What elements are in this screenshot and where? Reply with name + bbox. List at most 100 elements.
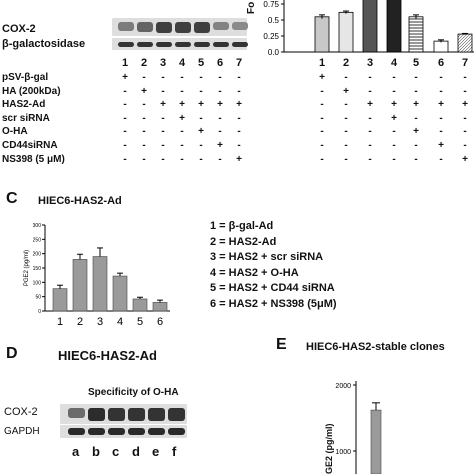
condition-mark: - [320, 112, 324, 124]
gapdh-band [88, 428, 105, 435]
legend-entry: 5 = HAS2 + CD44 siRNA [210, 282, 335, 294]
condition-mark: + [179, 112, 185, 124]
condition-mark: - [180, 72, 184, 83]
bar [314, 16, 330, 53]
lane-number: 4 [178, 57, 186, 69]
condition-mark: + [198, 126, 204, 138]
lane-number: 1 [121, 57, 129, 69]
condition-mark: - [368, 153, 372, 165]
condition-mark: + [198, 99, 204, 111]
x-tick-label: 6 [157, 316, 163, 328]
legend-entry: 2 = HAS2-Ad [210, 235, 277, 248]
condition-mark: - [180, 85, 184, 97]
bar [112, 275, 128, 312]
condition-mark: - [123, 153, 127, 165]
panel-d-title: HIEC6-HAS2-Ad [58, 348, 157, 363]
condition-mark: + [438, 99, 444, 111]
condition-mark: - [180, 126, 184, 138]
lane-number: 5 [412, 57, 420, 69]
condition-mark: - [320, 126, 324, 138]
y-tick-label: 0.5 [268, 16, 280, 25]
condition-mark: + [217, 99, 223, 111]
y-tick-label: 0.75 [263, 0, 279, 9]
condition-mark: + [462, 153, 468, 165]
condition-mark: - [161, 72, 165, 83]
condition-mark: - [368, 72, 372, 83]
condition-mark: - [320, 85, 324, 97]
bar [132, 298, 148, 312]
condition-mark: - [392, 85, 396, 97]
condition-mark: - [199, 153, 203, 165]
condition-mark: + [462, 99, 468, 111]
condition-label: HA (200kDa) [2, 85, 61, 97]
condition-mark: - [414, 140, 418, 151]
lane-number: 4 [390, 57, 398, 69]
condition-mark: - [123, 85, 127, 97]
gapdh-band [68, 428, 85, 435]
bar [457, 33, 473, 53]
lane-number: 2 [342, 57, 350, 69]
bar [52, 288, 68, 312]
y-tick-label: 300 [33, 223, 42, 229]
panel-d-subtitle: Specificity of O-HA [88, 387, 179, 398]
blot-label-cox2: COX-2 [2, 23, 36, 35]
condition-mark: - [237, 140, 241, 151]
y-tick-label: 0 [38, 309, 41, 315]
condition-mark: - [344, 126, 348, 138]
condition-mark: + [413, 99, 419, 111]
cox2-band [148, 408, 165, 421]
condition-mark: - [218, 72, 222, 83]
condition-mark: - [237, 126, 241, 138]
bar [72, 259, 88, 312]
panel-c-letter: C [6, 190, 18, 207]
lane-letter: f [172, 444, 177, 459]
condition-mark: + [160, 99, 166, 111]
panel-b-y-label: Fo (C [246, 0, 257, 14]
condition-mark: + [413, 126, 419, 138]
cox2-band [68, 408, 85, 418]
condition-mark: - [142, 140, 146, 151]
condition-mark: - [439, 85, 443, 97]
beta-gal-band [175, 42, 191, 47]
condition-mark: - [161, 126, 165, 138]
condition-mark: - [414, 112, 418, 124]
x-tick-label: 1 [57, 316, 63, 328]
condition-mark: + [438, 140, 444, 151]
gapdh-band [148, 428, 165, 435]
condition-mark: - [463, 140, 467, 151]
gapdh-band [168, 428, 185, 435]
condition-mark: - [320, 153, 324, 165]
condition-mark: - [142, 99, 146, 111]
condition-mark: - [414, 85, 418, 97]
x-tick-label: 5 [137, 316, 143, 328]
condition-mark: - [218, 126, 222, 138]
cox2-band [88, 408, 105, 422]
condition-mark: - [320, 99, 324, 111]
bar [408, 16, 424, 53]
condition-mark: - [368, 140, 372, 151]
lane-letter: e [152, 444, 160, 459]
condition-mark: - [320, 140, 324, 151]
blot-label-cox2-d: COX-2 [4, 406, 38, 418]
condition-mark: - [368, 112, 372, 124]
y-tick-label: 250 [33, 237, 42, 243]
lane-number: 7 [235, 57, 243, 69]
lane-number: 5 [197, 57, 205, 69]
y-tick-label: 0.0 [268, 48, 280, 57]
condition-mark: - [344, 153, 348, 165]
cox2-band [213, 22, 229, 31]
condition-mark: - [439, 126, 443, 138]
condition-mark: - [414, 72, 418, 83]
y-axis-label: PGE2 (pg/ml) [24, 250, 30, 286]
condition-mark: - [463, 85, 467, 97]
condition-mark: - [344, 72, 348, 83]
beta-gal-band [156, 42, 172, 47]
beta-gal-band [232, 42, 248, 47]
condition-mark: - [344, 99, 348, 111]
condition-mark: - [142, 153, 146, 165]
condition-mark: - [161, 85, 165, 97]
y-tick-label: 150 [33, 266, 42, 272]
condition-mark: - [237, 112, 241, 124]
panel-e-title: HIEC6-HAS2-stable clones [306, 341, 445, 353]
condition-mark: + [217, 140, 223, 151]
